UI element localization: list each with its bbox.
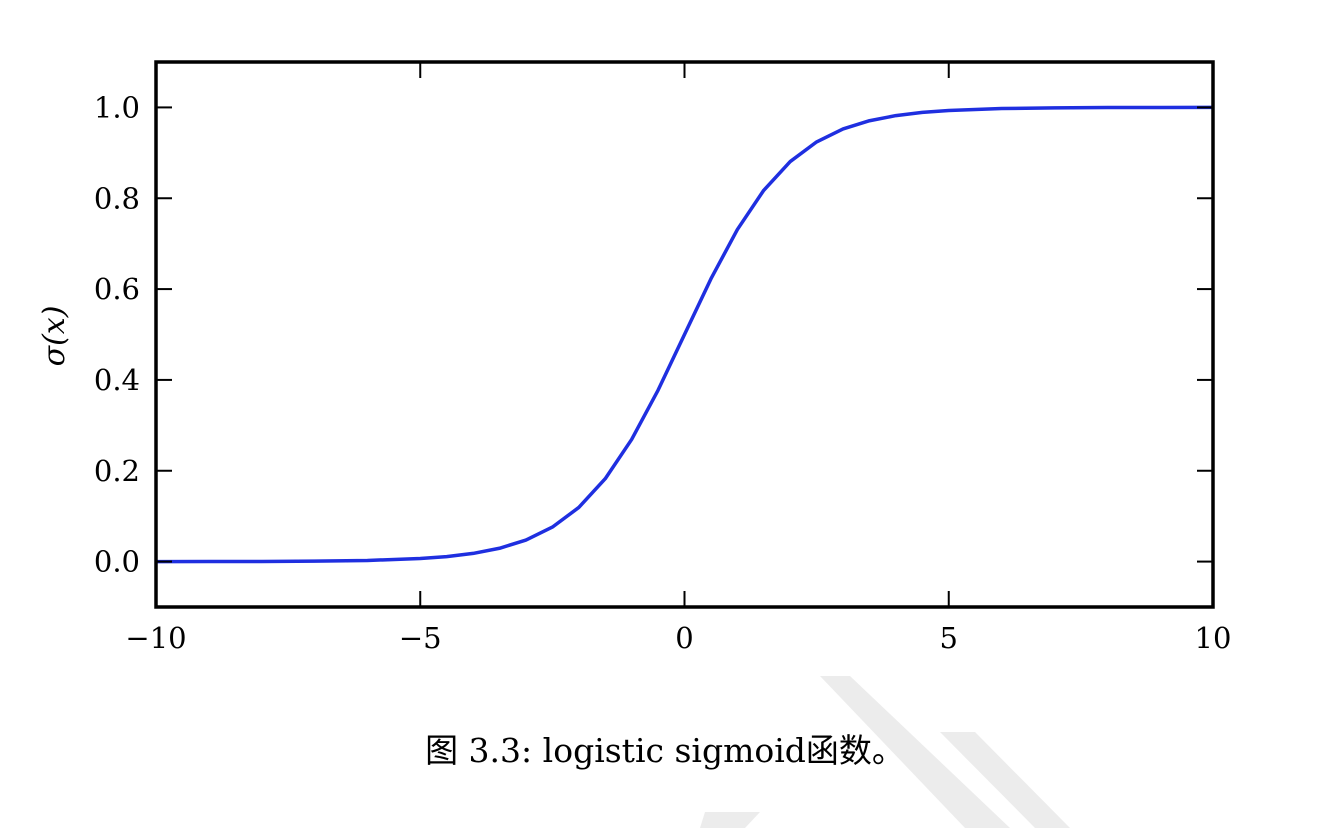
y-tick-label: 0.8 (94, 181, 140, 215)
x-tick-labels: −10 −5 0 5 10 (125, 621, 1231, 655)
y-tick-label: 0.0 (94, 545, 140, 579)
y-tick-label: 0.4 (94, 363, 140, 397)
y-tick-label: 0.2 (94, 454, 140, 488)
plot-area (155, 105, 1214, 564)
x-tick-label: 5 (940, 621, 958, 655)
series-line-0 (155, 105, 1214, 564)
y-axis-label: σ(x) (37, 306, 72, 367)
x-tick-label: 0 (675, 621, 693, 655)
figure-caption: 图 3.3: logistic sigmoid函数。 (425, 731, 905, 770)
x-tick-label: 10 (1195, 621, 1232, 655)
x-tick-label: −5 (399, 621, 442, 655)
y-tick-label: 0.6 (94, 272, 140, 306)
ticks (155, 62, 1214, 607)
y-tick-label: 1.0 (94, 90, 140, 124)
x-tick-label: −10 (125, 621, 186, 655)
y-tick-labels: 0.0 0.2 0.4 0.6 0.8 1.0 (94, 90, 140, 578)
